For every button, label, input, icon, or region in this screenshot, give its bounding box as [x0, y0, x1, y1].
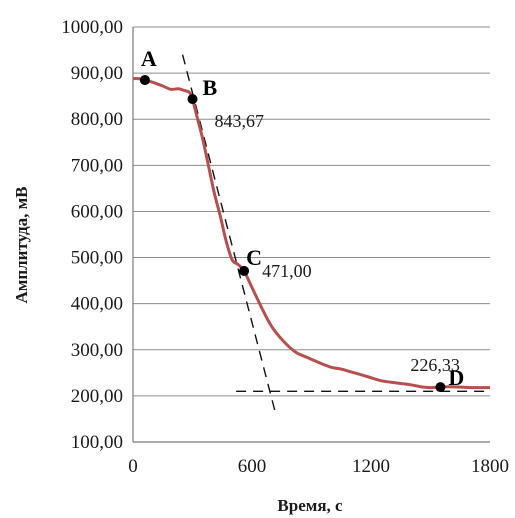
- y-tick-label: 900,00: [71, 63, 123, 84]
- y-tick-label: 700,00: [71, 155, 123, 176]
- dashed-tangent-lines: [181, 54, 490, 415]
- point-a-label: A: [141, 46, 157, 71]
- point-b-marker: [187, 94, 198, 105]
- point-c-label: C: [246, 245, 262, 270]
- point-d-marker: [435, 382, 446, 393]
- axes: [132, 27, 490, 443]
- point-b-value: 843,67: [215, 111, 265, 131]
- point-c-marker: [239, 265, 250, 276]
- y-tick-label: 200,00: [71, 386, 123, 407]
- x-tick-label: 600: [238, 456, 267, 477]
- y-tick-label: 300,00: [71, 340, 123, 361]
- y-tick-label: 400,00: [71, 294, 123, 315]
- y-tick-label: 100,00: [71, 432, 123, 453]
- y-tick-labels: 100,00 200,00 300,00 400,00 500,00 600,00 700,…: [61, 17, 123, 453]
- x-tick-label: 0: [128, 456, 138, 477]
- y-tick-label: 1000,00: [61, 17, 123, 38]
- y-axis-title: Амплитуда, мВ: [12, 186, 31, 303]
- x-tick-label: 1800: [471, 456, 509, 477]
- point-d-value: 226,33: [410, 355, 460, 375]
- point-b-label: B: [203, 75, 218, 100]
- tangent-line-1: [181, 54, 277, 415]
- point-d-label: D: [448, 365, 464, 390]
- x-tick-label: 1200: [352, 456, 390, 477]
- x-axis-title: Время, с: [277, 496, 343, 515]
- y-tick-label: 500,00: [71, 248, 123, 269]
- point-a-marker: [139, 75, 150, 86]
- y-tick-label: 800,00: [71, 109, 123, 130]
- gridlines: [133, 26, 490, 397]
- point-c-value: 471,00: [262, 261, 312, 281]
- amplitude-curve: [132, 77, 491, 390]
- x-tick-labels: 0 600 1200 1800: [128, 456, 509, 477]
- y-tick-label: 600,00: [71, 201, 123, 222]
